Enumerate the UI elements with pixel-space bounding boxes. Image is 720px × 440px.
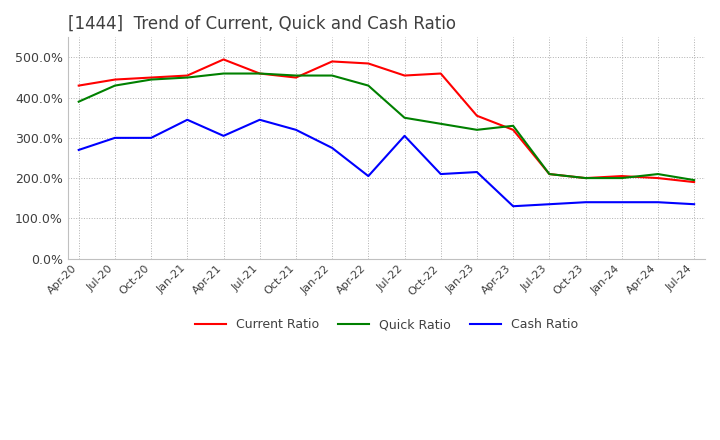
Cash Ratio (654, 200, 662, 205)
Quick Ratio (74, 99, 83, 104)
Current Ratio (400, 73, 409, 78)
Quick Ratio (292, 73, 300, 78)
Cash Ratio (147, 135, 156, 140)
Current Ratio (690, 180, 698, 185)
Current Ratio (111, 77, 120, 82)
Cash Ratio (618, 200, 626, 205)
Quick Ratio (219, 71, 228, 76)
Current Ratio (618, 173, 626, 179)
Current Ratio (256, 71, 264, 76)
Current Ratio (545, 172, 554, 177)
Quick Ratio (436, 121, 445, 126)
Cash Ratio (545, 202, 554, 207)
Quick Ratio (111, 83, 120, 88)
Cash Ratio (292, 127, 300, 132)
Cash Ratio (400, 133, 409, 139)
Current Ratio (472, 113, 481, 118)
Quick Ratio (690, 177, 698, 183)
Quick Ratio (364, 83, 373, 88)
Quick Ratio (328, 73, 336, 78)
Current Ratio (654, 176, 662, 181)
Line: Cash Ratio: Cash Ratio (78, 120, 694, 206)
Current Ratio (183, 73, 192, 78)
Quick Ratio (256, 71, 264, 76)
Cash Ratio (183, 117, 192, 122)
Cash Ratio (256, 117, 264, 122)
Current Ratio (292, 75, 300, 80)
Cash Ratio (690, 202, 698, 207)
Cash Ratio (472, 169, 481, 175)
Quick Ratio (147, 77, 156, 82)
Current Ratio (364, 61, 373, 66)
Legend: Current Ratio, Quick Ratio, Cash Ratio: Current Ratio, Quick Ratio, Cash Ratio (190, 313, 583, 336)
Cash Ratio (328, 145, 336, 150)
Current Ratio (328, 59, 336, 64)
Current Ratio (509, 127, 518, 132)
Cash Ratio (436, 172, 445, 177)
Cash Ratio (581, 200, 590, 205)
Quick Ratio (581, 176, 590, 181)
Quick Ratio (472, 127, 481, 132)
Quick Ratio (618, 176, 626, 181)
Quick Ratio (183, 75, 192, 80)
Text: [1444]  Trend of Current, Quick and Cash Ratio: [1444] Trend of Current, Quick and Cash … (68, 15, 456, 33)
Cash Ratio (111, 135, 120, 140)
Cash Ratio (219, 133, 228, 139)
Line: Current Ratio: Current Ratio (78, 59, 694, 182)
Cash Ratio (364, 173, 373, 179)
Cash Ratio (74, 147, 83, 153)
Current Ratio (436, 71, 445, 76)
Quick Ratio (400, 115, 409, 121)
Line: Quick Ratio: Quick Ratio (78, 73, 694, 180)
Quick Ratio (545, 172, 554, 177)
Current Ratio (581, 176, 590, 181)
Cash Ratio (509, 204, 518, 209)
Quick Ratio (509, 123, 518, 128)
Current Ratio (147, 75, 156, 80)
Quick Ratio (654, 172, 662, 177)
Current Ratio (219, 57, 228, 62)
Current Ratio (74, 83, 83, 88)
